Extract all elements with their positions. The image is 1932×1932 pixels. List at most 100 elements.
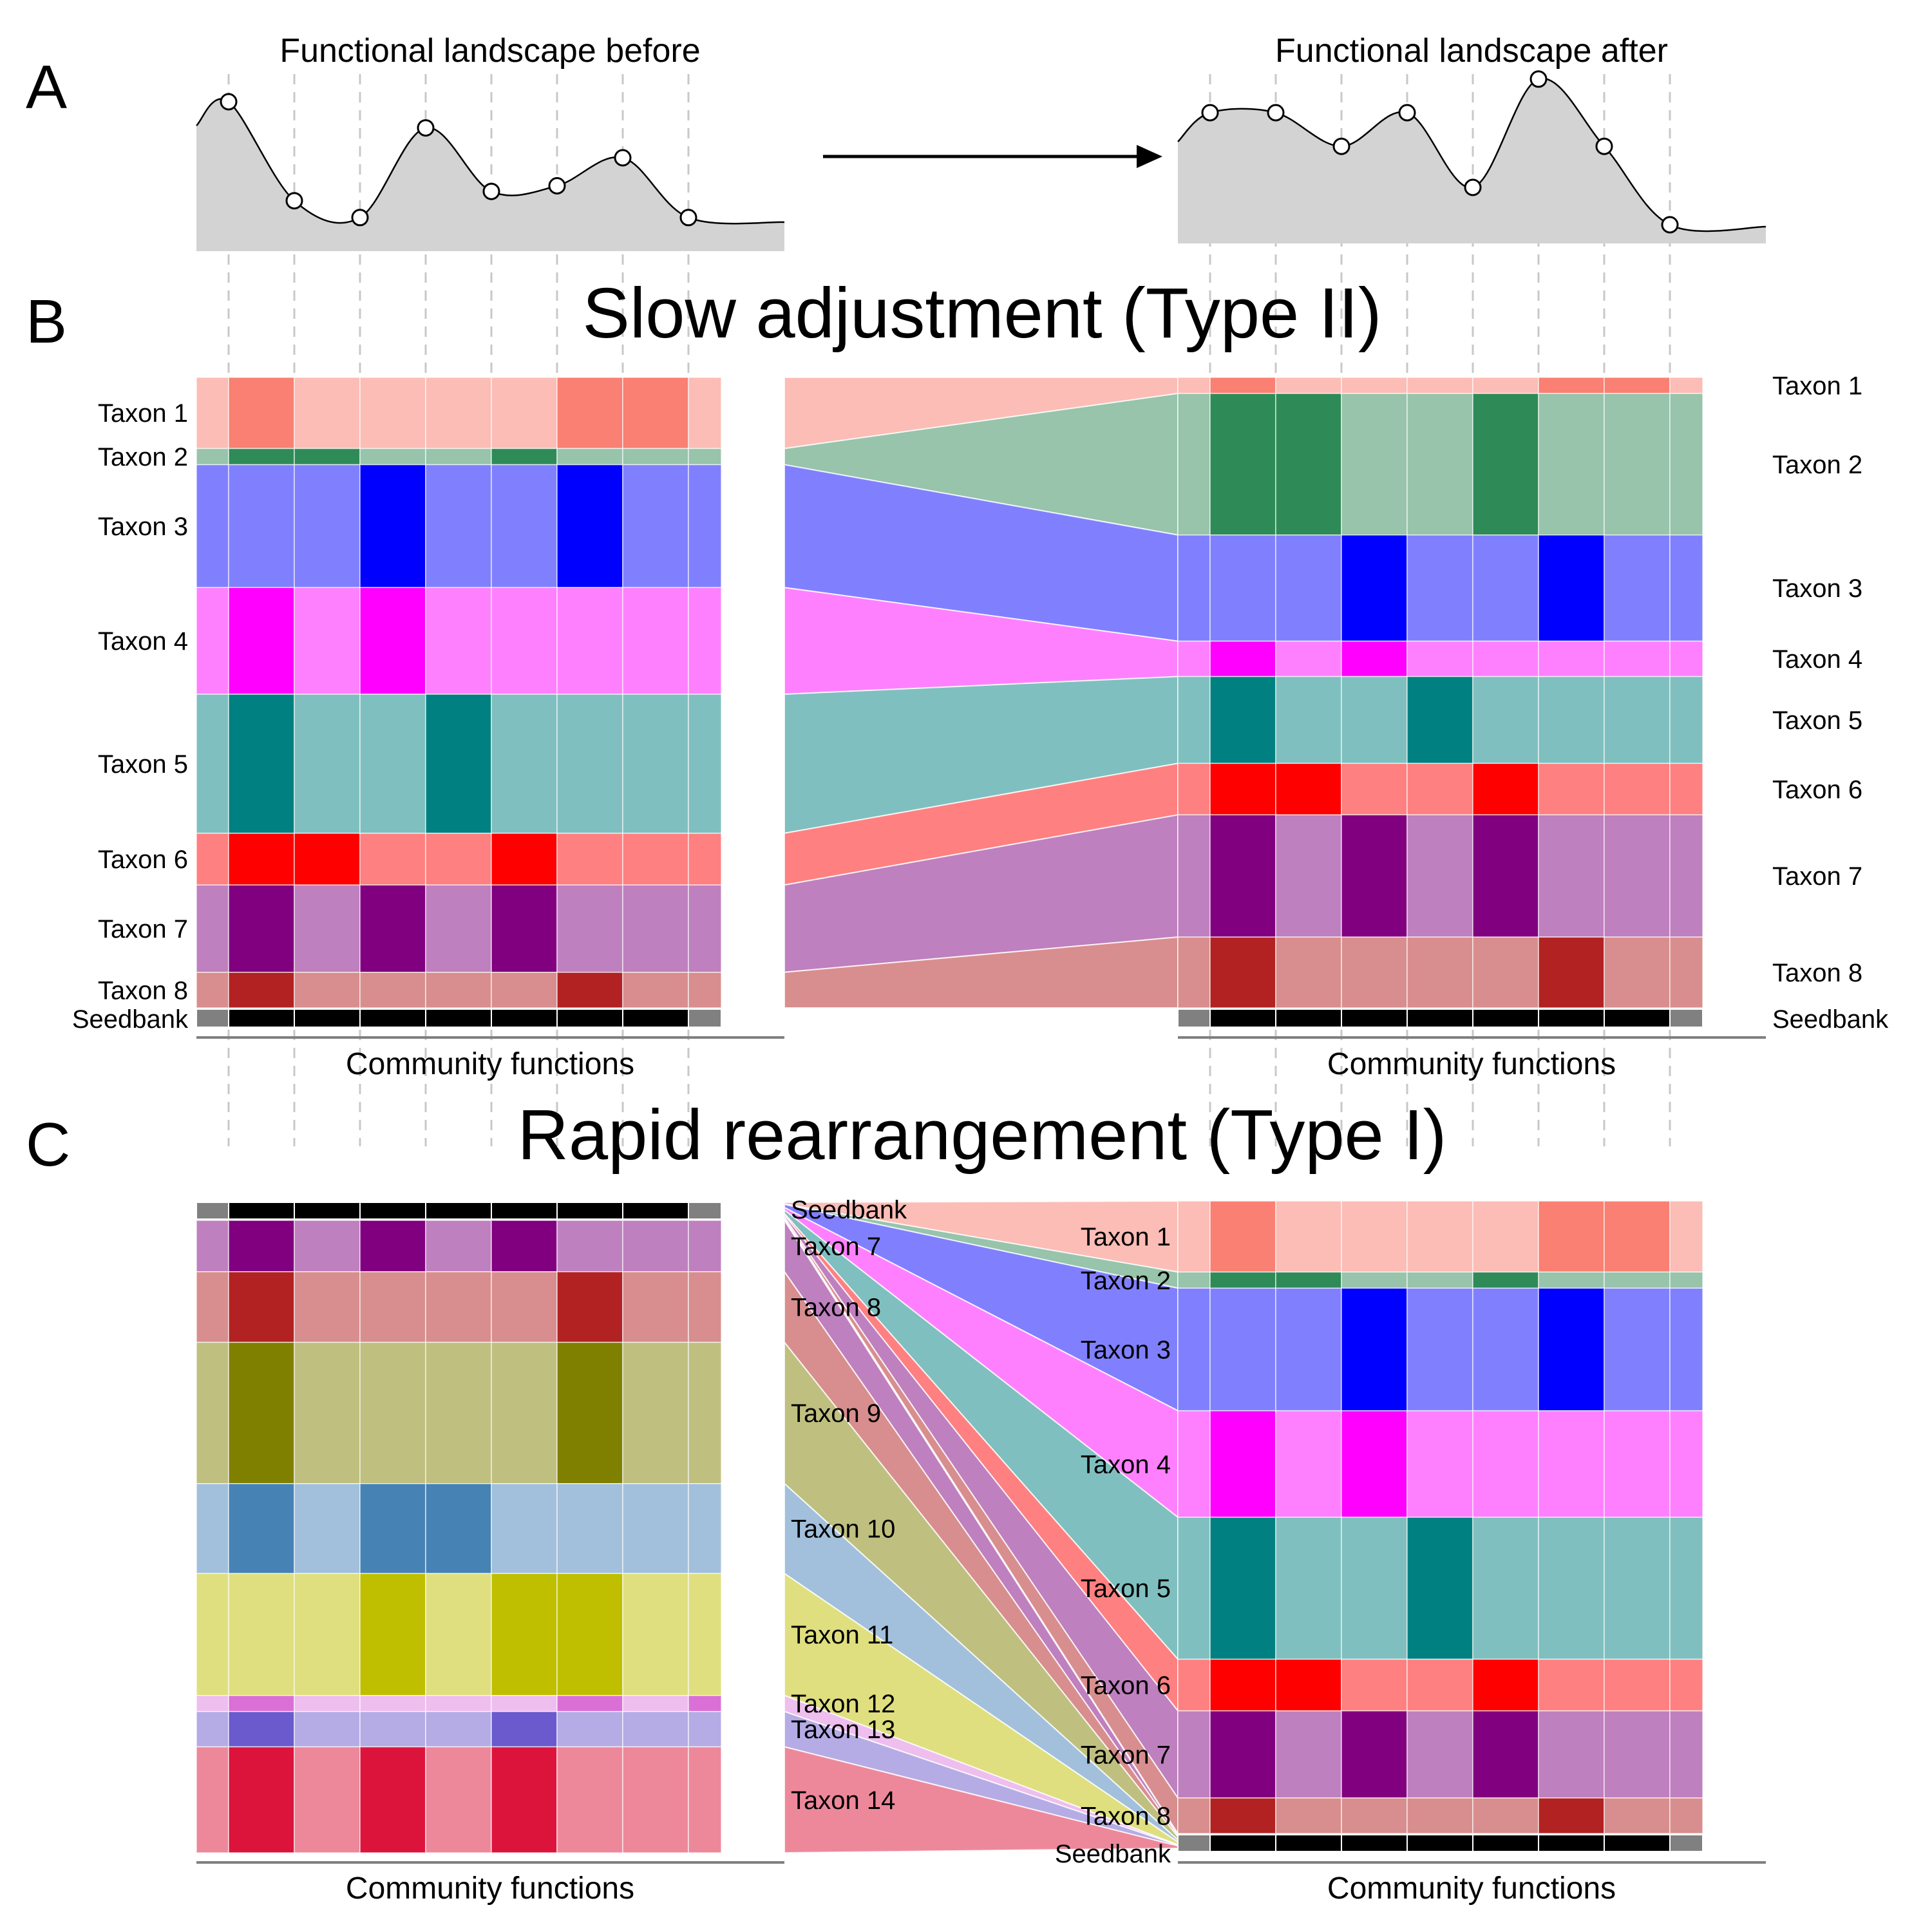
panel-c-right-xlabel: Community functions bbox=[1327, 1871, 1616, 1906]
function-cell-active bbox=[556, 377, 623, 450]
function-cell bbox=[1406, 640, 1473, 677]
function-cell bbox=[196, 1220, 229, 1273]
function-cell-active bbox=[1538, 1287, 1605, 1412]
function-cell-active bbox=[1275, 393, 1342, 536]
panel-b-right-taxon-label: Taxon 3 bbox=[1772, 574, 1862, 603]
function-cell-active bbox=[1209, 936, 1276, 1009]
function-cell bbox=[196, 587, 229, 695]
function-cell bbox=[1604, 814, 1671, 938]
function-cell bbox=[1472, 1200, 1539, 1273]
taxon-band bbox=[1177, 535, 1703, 642]
panel-b-left-seedbank-label: Seedbank bbox=[72, 1005, 189, 1034]
function-cell bbox=[1275, 1710, 1342, 1799]
function-cell-active bbox=[1538, 1200, 1605, 1273]
panel-a-landscapes bbox=[196, 70, 1766, 251]
community-function-point bbox=[482, 182, 500, 200]
seedbank-cell bbox=[294, 1202, 361, 1220]
function-cell-active bbox=[556, 972, 623, 1009]
community-function-point bbox=[285, 192, 303, 210]
function-cell bbox=[1538, 1271, 1605, 1289]
function-cell bbox=[294, 377, 361, 450]
function-cell bbox=[1472, 1287, 1539, 1412]
seedbank-cell bbox=[1406, 1009, 1473, 1028]
function-cell bbox=[1406, 1200, 1473, 1273]
taxon-band bbox=[196, 1573, 722, 1696]
landscape-curve bbox=[196, 98, 785, 225]
function-cell bbox=[1341, 393, 1408, 536]
panel-c-right-taxon-label: Taxon 3 bbox=[1081, 1336, 1171, 1364]
function-cell bbox=[1177, 1517, 1211, 1660]
function-cell-active bbox=[1472, 1271, 1539, 1289]
panel-c-left-taxon-label: Taxon 8 bbox=[791, 1294, 881, 1322]
panel-b-left-taxon-label: Taxon 7 bbox=[98, 915, 188, 943]
function-cell bbox=[491, 377, 558, 450]
function-cell-active bbox=[425, 694, 492, 834]
panel-c-right-taxon-label: Taxon 8 bbox=[1081, 1802, 1171, 1830]
function-cell bbox=[622, 694, 689, 834]
function-cell bbox=[1275, 1287, 1342, 1412]
function-cell-active bbox=[1604, 377, 1671, 394]
function-cell bbox=[294, 694, 361, 834]
seedbank-cell bbox=[688, 1009, 722, 1028]
function-cell bbox=[491, 1483, 558, 1575]
function-cell-active bbox=[1341, 640, 1408, 677]
taxon-band bbox=[196, 972, 722, 1009]
function-cell bbox=[294, 587, 361, 695]
function-cell-active bbox=[491, 1710, 558, 1748]
function-cell bbox=[1669, 1710, 1703, 1799]
function-cell bbox=[196, 884, 229, 973]
function-cell bbox=[556, 448, 623, 466]
panel-b-right-stack bbox=[1177, 377, 1703, 1009]
function-cell-active bbox=[1209, 1200, 1276, 1273]
panel-b-left-taxon-label: Taxon 6 bbox=[98, 846, 188, 874]
function-cell-active bbox=[425, 1483, 492, 1575]
function-cell-active bbox=[228, 972, 295, 1009]
function-cell-active bbox=[228, 1710, 295, 1748]
panel-b-flows bbox=[784, 377, 1179, 1009]
function-cell bbox=[196, 1341, 229, 1484]
seedbank-cell bbox=[196, 1009, 229, 1028]
function-cell-active bbox=[556, 1573, 623, 1696]
panel-c-right-taxon-label: Taxon 1 bbox=[1081, 1223, 1171, 1251]
landscape-area bbox=[1178, 78, 1766, 243]
function-cell bbox=[196, 833, 229, 886]
function-cell-active bbox=[1209, 377, 1276, 394]
landscape-before-title: Functional landscape before bbox=[279, 32, 700, 70]
function-cell-active bbox=[1341, 535, 1408, 642]
function-cell bbox=[425, 972, 492, 1009]
function-cell bbox=[622, 587, 689, 695]
function-cell-active bbox=[491, 884, 558, 973]
function-cell bbox=[196, 1271, 229, 1343]
function-cell bbox=[491, 587, 558, 695]
community-function-point bbox=[548, 177, 566, 194]
function-cell-active bbox=[1209, 1271, 1276, 1289]
function-cell bbox=[1275, 640, 1342, 677]
function-cell bbox=[1604, 640, 1671, 677]
function-cell-active bbox=[1209, 676, 1276, 764]
function-cell-active bbox=[228, 1483, 295, 1575]
function-cell bbox=[1177, 1658, 1211, 1712]
function-cell bbox=[556, 884, 623, 973]
function-cell bbox=[1341, 1271, 1408, 1289]
taxon-band bbox=[196, 1483, 722, 1575]
function-cell bbox=[1538, 393, 1605, 536]
function-cell bbox=[688, 448, 722, 466]
function-cell bbox=[491, 694, 558, 834]
function-cell bbox=[688, 694, 722, 834]
panel-c-left-taxon-label: Taxon 7 bbox=[791, 1233, 881, 1261]
panel-c-title: Rapid rearrangement (Type I) bbox=[518, 1095, 1447, 1175]
function-cell bbox=[228, 464, 295, 589]
taxon-band bbox=[196, 587, 722, 695]
function-cell-active bbox=[1341, 1410, 1408, 1518]
panel-b-left-taxon-label: Taxon 8 bbox=[98, 976, 188, 1005]
seedbank-cell bbox=[1341, 1834, 1408, 1852]
function-cell bbox=[1177, 535, 1211, 642]
taxon-band bbox=[1177, 814, 1703, 938]
function-cell bbox=[425, 377, 492, 450]
function-cell-active bbox=[1209, 762, 1276, 816]
function-cell bbox=[1275, 1517, 1342, 1660]
panel-c-left-taxon-label: Taxon 12 bbox=[791, 1690, 895, 1718]
function-cell bbox=[1177, 1797, 1211, 1834]
function-cell-active bbox=[294, 448, 361, 466]
panel-b-left-stack bbox=[196, 377, 722, 1009]
